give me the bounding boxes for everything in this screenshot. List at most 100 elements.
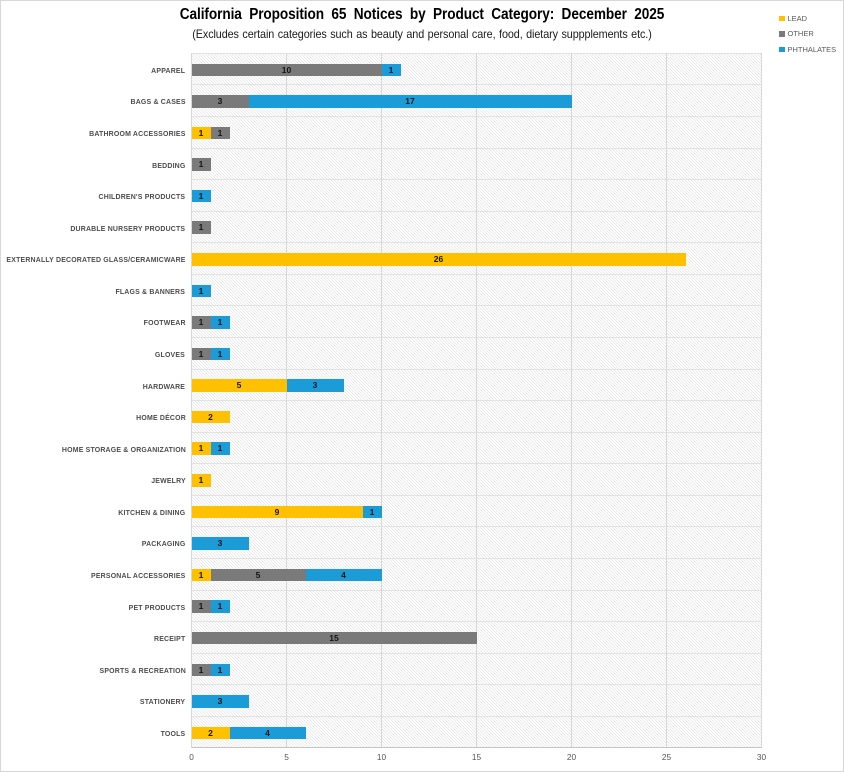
bar-segment-phthalates: 1 <box>210 347 230 361</box>
data-label: 9 <box>274 506 280 517</box>
data-label: 3 <box>312 380 318 391</box>
vertical-gridline <box>476 53 477 748</box>
data-label: 3 <box>217 96 223 107</box>
data-label: 17 <box>405 96 415 107</box>
category-label: DURABLE NURSERY PRODUCTS <box>70 223 186 233</box>
bar-segment-other: 1 <box>191 221 211 234</box>
bar-segment-phthalates: 3 <box>286 379 344 392</box>
legend-swatch-other <box>779 31 785 37</box>
bar-segment-phthalates: 4 <box>229 726 306 740</box>
x-tick-label: 0 <box>189 752 194 762</box>
category-label: BATHROOM ACCESSORIES <box>89 128 186 138</box>
bar-segment-phthalates: 1 <box>210 600 230 613</box>
data-label: 1 <box>198 475 204 486</box>
data-label: 1 <box>369 506 375 517</box>
x-tick-label: 5 <box>284 752 289 762</box>
category-label: STATIONERY <box>140 697 186 707</box>
category-label: APPAREL <box>151 65 186 75</box>
bar-segment-lead: 2 <box>191 410 230 424</box>
data-label: 1 <box>198 317 204 328</box>
x-tick-label: 20 <box>566 752 577 762</box>
plot-area: 10 1 3 17 1 1 1 1 1 26 1 1 1 1 1 5 3 2 1 1 1 9 1 3 1 5 4 1 1 15 1 1 3 2 4 <box>191 52 762 749</box>
bar-segment-lead: 5 <box>191 379 287 392</box>
bar-segment-phthalates: 3 <box>191 537 249 550</box>
data-label: 1 <box>198 285 204 296</box>
data-label: 1 <box>198 664 204 675</box>
data-label: 15 <box>329 632 339 643</box>
category-label: EXTERNALLY DECORATED GLASS/CERAMICWARE <box>6 255 186 265</box>
category-label: PACKAGING <box>141 539 186 549</box>
vertical-gridline <box>381 53 382 748</box>
data-label: 1 <box>217 443 223 454</box>
bar-segment-phthalates: 17 <box>248 95 572 108</box>
data-label: 2 <box>208 411 213 422</box>
category-label: JEWELRY <box>150 476 186 486</box>
bar-segment-phthalates: 1 <box>210 442 230 455</box>
bar-segment-other: 5 <box>210 568 306 582</box>
data-label: 4 <box>341 569 346 580</box>
chart-title: California Proposition 65 Notices by Pro… <box>179 6 665 23</box>
bar-segment-lead: 2 <box>191 726 230 740</box>
category-label: HOME DÉCOR <box>135 413 186 423</box>
bar-segment-lead: 1 <box>191 442 211 455</box>
legend-item-lead: LEAD <box>779 15 807 23</box>
bar-segment-phthalates: 1 <box>362 505 382 519</box>
vertical-gridline <box>286 53 287 748</box>
data-label: 1 <box>388 64 394 75</box>
data-label: 1 <box>198 569 204 580</box>
category-label: HOME STORAGE & ORGANIZATION <box>61 444 186 454</box>
category-label: PET PRODUCTS <box>128 602 186 612</box>
bar-segment-other: 1 <box>191 347 211 361</box>
data-label: 1 <box>198 601 204 612</box>
x-tick-label: 25 <box>661 752 672 762</box>
bar-segment-other: 1 <box>191 316 211 329</box>
bar-segment-other: 3 <box>191 95 249 108</box>
bar-segment-other: 15 <box>191 631 477 645</box>
bar-segment-lead: 9 <box>191 505 363 519</box>
category-label: BAGS & CASES <box>130 97 186 107</box>
data-label: 1 <box>198 159 204 170</box>
category-label: SPORTS & RECREATION <box>99 665 186 675</box>
category-label: FLAGS & BANNERS <box>115 286 186 296</box>
x-tick-label: 15 <box>471 752 482 762</box>
bar-segment-other: 1 <box>191 600 211 613</box>
vertical-gridline <box>761 53 762 748</box>
data-label: 1 <box>217 317 223 328</box>
bar-segment-phthalates: 1 <box>191 284 211 298</box>
bar-segment-phthalates: 1 <box>381 63 401 77</box>
category-label: CHILDREN'S PRODUCTS <box>98 192 186 202</box>
bar-segment-other: 1 <box>191 663 211 676</box>
data-label: 26 <box>433 254 444 265</box>
data-label: 10 <box>281 64 292 75</box>
data-label: 1 <box>217 601 223 612</box>
bar-segment-phthalates: 1 <box>210 316 230 329</box>
data-label: 1 <box>217 348 223 359</box>
data-label: 1 <box>198 348 204 359</box>
bar-segment-lead: 1 <box>191 126 211 140</box>
category-label: TOOLS <box>160 728 186 738</box>
vertical-gridline <box>191 53 192 748</box>
data-label: 2 <box>208 727 213 738</box>
bar-segment-lead: 26 <box>191 253 686 266</box>
data-label: 5 <box>255 569 261 580</box>
bar-segment-other: 1 <box>210 126 230 140</box>
legend-label: PHTHALATES <box>787 44 837 54</box>
data-label: 1 <box>217 127 223 138</box>
x-tick-label: 30 <box>756 752 767 762</box>
data-label: 4 <box>265 727 270 738</box>
category-label: FOOTWEAR <box>143 318 186 328</box>
x-tick-label: 10 <box>376 752 387 762</box>
category-label: RECEIPT <box>154 634 186 644</box>
x-axis-line <box>191 747 762 749</box>
bar-segment-lead: 1 <box>191 474 211 487</box>
bar-segment-phthalates: 1 <box>210 663 230 676</box>
data-label: 3 <box>217 696 223 707</box>
legend-label: OTHER <box>787 29 814 39</box>
bar-segment-other: 10 <box>191 63 382 77</box>
bar-segment-phthalates: 1 <box>191 189 211 203</box>
bar-segment-lead: 1 <box>191 568 211 582</box>
data-label: 1 <box>198 190 204 201</box>
bar-segment-other: 1 <box>191 158 211 171</box>
vertical-gridline <box>571 53 572 748</box>
